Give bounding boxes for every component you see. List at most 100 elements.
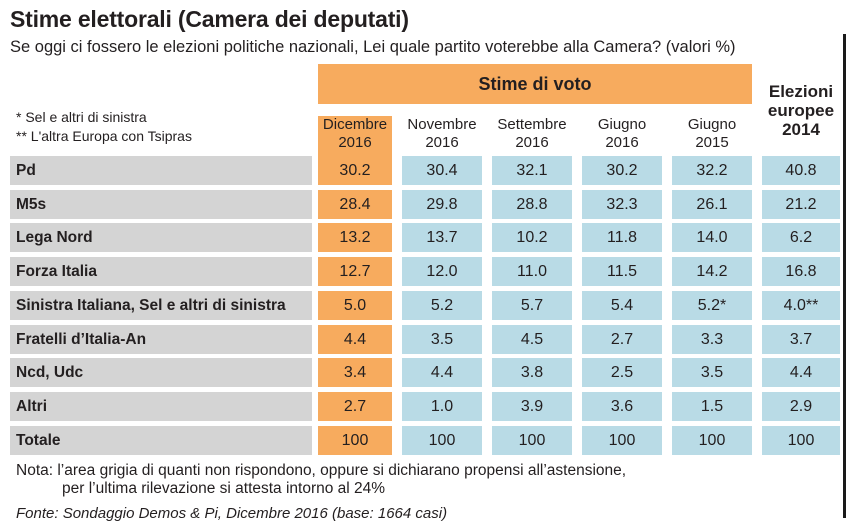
value-cell: 12.0 [402,257,482,286]
legend-note: * Sel e altri di sinistra [16,109,147,125]
value-cell: 13.2 [318,223,392,252]
value-cell: 100 [672,426,752,455]
column-header: Giugno 2016 [582,116,662,156]
legend-note: ** L'altra Europa con Tsipras [16,128,192,144]
value-cell: 2.9 [762,392,840,421]
column-header-month: Novembre [407,116,477,133]
value-cell: 28.4 [318,190,392,219]
value-cell: 100 [402,426,482,455]
party-label: Altri [10,392,312,421]
value-cell: 26.1 [672,190,752,219]
value-cell: 100 [318,426,392,455]
footnote: Nota: l’area grigia di quanti non rispon… [16,462,626,498]
value-cell: 3.6 [582,392,662,421]
column-header-month: Settembre [497,116,567,133]
value-cell: 21.2 [762,190,840,219]
table-row: Forza Italia 12.7 12.0 11.0 11.5 14.2 16.8 [10,257,841,286]
value-cell: 2.7 [582,325,662,354]
value-cell: 2.7 [318,392,392,421]
value-cell: 5.7 [492,291,572,320]
value-cell: 30.2 [582,156,662,185]
table-row: Lega Nord 13.2 13.7 10.2 11.8 14.0 6.2 [10,223,841,252]
value-cell: 2.5 [582,358,662,387]
value-cell: 29.8 [402,190,482,219]
column-header-month: Giugno [597,116,647,133]
party-label: Pd [10,156,312,185]
table-row: Pd 30.2 30.4 32.1 30.2 32.2 40.8 [10,156,841,185]
column-header-year: 2016 [515,134,549,151]
value-cell: 4.4 [402,358,482,387]
value-cell: 100 [582,426,662,455]
euro-header-line: europee [767,101,835,120]
party-label: Forza Italia [10,257,312,286]
footnote-line: Nota: l’area grigia di quanti non rispon… [16,462,627,479]
value-cell: 6.2 [762,223,840,252]
elezioni-europee-header: Elezioni europee 2014 [762,82,840,139]
value-cell: 14.2 [672,257,752,286]
column-header-month: Giugno [687,116,737,133]
value-cell: 3.4 [318,358,392,387]
euro-header-line: 2014 [782,120,820,139]
value-cell: 11.8 [582,223,662,252]
euro-header-line: Elezioni [768,82,834,101]
value-cell: 3.8 [492,358,572,387]
value-cell: 4.4 [762,358,840,387]
table-row: Ncd, Udc 3.4 4.4 3.8 2.5 3.5 4.4 [10,358,841,387]
value-cell: 14.0 [672,223,752,252]
value-cell: 28.8 [492,190,572,219]
page-subtitle: Se oggi ci fossero le elezioni politiche… [10,38,736,56]
value-cell: 3.3 [672,325,752,354]
value-cell: 32.2 [672,156,752,185]
column-header-year: 2016 [425,134,459,151]
column-header-year: 2015 [695,134,729,151]
table-row: Sinistra Italiana, Sel e altri di sinist… [10,291,841,320]
value-cell: 16.8 [762,257,840,286]
value-cell: 11.5 [582,257,662,286]
column-header-year: 2016 [338,134,372,151]
value-cell: 4.5 [492,325,572,354]
column-header-year: 2016 [605,134,639,151]
column-header: Dicembre 2016 [318,116,392,156]
value-cell: 40.8 [762,156,840,185]
value-cell: 3.5 [672,358,752,387]
value-cell: 12.7 [318,257,392,286]
value-cell: 5.2* [672,291,752,320]
stime-di-voto-header: Stime di voto [318,64,752,104]
value-cell: 1.0 [402,392,482,421]
party-label: Sinistra Italiana, Sel e altri di sinist… [10,291,312,320]
value-cell: 11.0 [492,257,572,286]
table-row: M5s 28.4 29.8 28.8 32.3 26.1 21.2 [10,190,841,219]
footnote-line: per l’ultima rilevazione si attesta into… [62,480,386,497]
page-title: Stime elettorali (Camera dei deputati) [10,6,409,32]
party-label: M5s [10,190,312,219]
column-header: Novembre 2016 [402,116,482,156]
value-cell: 10.2 [492,223,572,252]
value-cell: 3.5 [402,325,482,354]
value-cell: 1.5 [672,392,752,421]
value-cell: 5.4 [582,291,662,320]
value-cell: 4.4 [318,325,392,354]
value-cell: 4.0** [762,291,840,320]
value-cell: 32.1 [492,156,572,185]
value-cell: 30.2 [318,156,392,185]
column-header: Settembre 2016 [492,116,572,156]
value-cell: 32.3 [582,190,662,219]
value-cell: 3.9 [492,392,572,421]
legend-notes: * Sel e altri di sinistra ** L'altra Eur… [16,108,192,146]
party-label: Lega Nord [10,223,312,252]
value-cell: 5.2 [402,291,482,320]
table-row: Altri 2.7 1.0 3.9 3.6 1.5 2.9 [10,392,841,421]
party-label: Ncd, Udc [10,358,312,387]
right-divider [843,34,846,518]
source-note: Fonte: Sondaggio Demos & Pi, Dicembre 20… [16,505,448,522]
party-label: Totale [10,426,312,455]
value-cell: 30.4 [402,156,482,185]
value-cell: 13.7 [402,223,482,252]
table-row: Totale 100 100 100 100 100 100 [10,426,841,455]
value-cell: 100 [762,426,840,455]
value-cell: 100 [492,426,572,455]
column-header: Giugno 2015 [672,116,752,156]
value-cell: 5.0 [318,291,392,320]
value-cell: 3.7 [762,325,840,354]
